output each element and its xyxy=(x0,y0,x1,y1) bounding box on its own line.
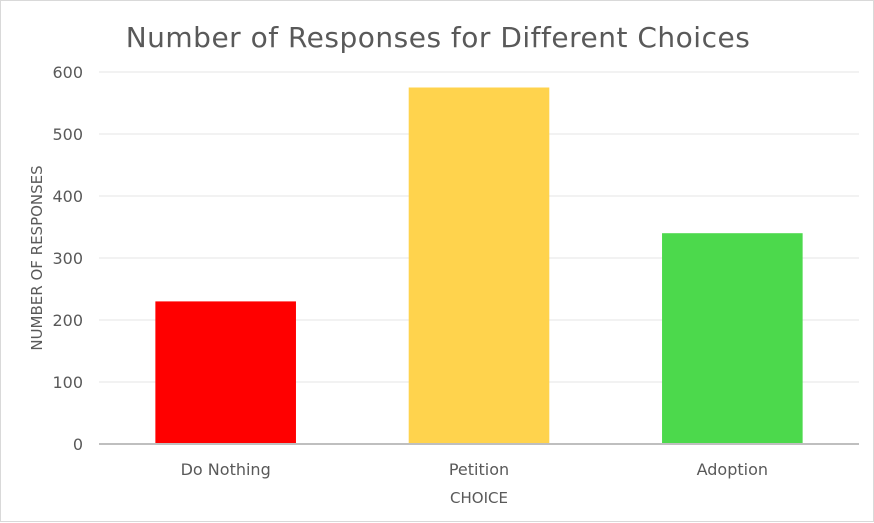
bar-petition xyxy=(408,87,550,444)
y-tick-label: 300 xyxy=(52,249,83,268)
x-category-label: Petition xyxy=(449,460,509,479)
x-category-label: Do Nothing xyxy=(181,460,271,479)
y-tick-label: 0 xyxy=(73,435,83,454)
y-tick-label: 200 xyxy=(52,311,83,330)
y-tick-label: 100 xyxy=(52,373,83,392)
y-tick-label: 600 xyxy=(52,63,83,82)
x-axis-title: CHOICE xyxy=(450,489,508,507)
x-category-label: Adoption xyxy=(697,460,768,479)
bar-adoption xyxy=(662,233,803,444)
y-tick-label: 500 xyxy=(52,125,83,144)
y-axis-title: NUMBER OF RESPONSES xyxy=(28,165,46,350)
bar-do-nothing xyxy=(155,301,296,444)
y-tick-label: 400 xyxy=(52,187,83,206)
chart-title: Number of Responses for Different Choice… xyxy=(125,21,751,54)
